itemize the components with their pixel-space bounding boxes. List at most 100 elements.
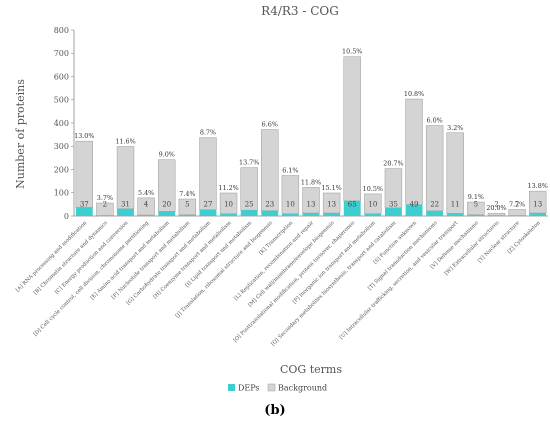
bar-deps bbox=[405, 204, 423, 216]
y-tick-label: 800 bbox=[54, 26, 69, 35]
legend-label-background: Background bbox=[278, 384, 327, 393]
x-axis-label: COG terms bbox=[280, 363, 342, 376]
bar-percent-label: 11.8% bbox=[301, 178, 321, 186]
bar-deps bbox=[158, 211, 176, 216]
bar-percent-label: 6.0% bbox=[427, 117, 443, 125]
bar-dep-count-label: 4 bbox=[144, 201, 149, 209]
cog-bar-chart: R4/R3 - COG Number of proteins 0 100 200 30… bbox=[14, 4, 548, 393]
bar-percent-label: 9.1% bbox=[468, 193, 484, 201]
bar-dep-count-label: 13 bbox=[327, 201, 336, 209]
category-tick-label: [C] Energy production and conversion bbox=[54, 220, 130, 296]
figure-caption: (b) bbox=[264, 403, 286, 418]
y-tick-label: 100 bbox=[54, 189, 69, 198]
bar-background bbox=[487, 212, 506, 216]
bar-deps bbox=[117, 208, 134, 216]
bar-dep-count-label: 49 bbox=[410, 201, 419, 209]
bar-percent-label: 11.2% bbox=[218, 184, 238, 192]
bar-deps bbox=[529, 212, 547, 216]
legend: DEPs Background bbox=[228, 384, 327, 393]
bar-percent-label: 13.0% bbox=[74, 132, 94, 140]
bar-dep-count-label: 25 bbox=[245, 201, 254, 209]
bar-percent-label: 13.7% bbox=[239, 159, 259, 167]
bar-background bbox=[405, 98, 423, 205]
bar-percent-label: 10.5% bbox=[342, 48, 362, 56]
bar-percent-label: 6.6% bbox=[262, 121, 278, 129]
bar-percent-label: 8.7% bbox=[200, 129, 216, 137]
bar-deps bbox=[302, 212, 320, 216]
bar-background bbox=[425, 125, 444, 212]
y-axis-label: Number of proteins bbox=[14, 79, 27, 189]
bar-deps bbox=[240, 210, 258, 216]
bar-background bbox=[116, 146, 135, 210]
bar-background bbox=[199, 137, 217, 210]
bar-deps bbox=[343, 200, 361, 216]
bar-deps bbox=[220, 213, 238, 216]
bar-deps bbox=[137, 215, 155, 216]
bar-dep-count-label: 13 bbox=[307, 201, 316, 209]
category-labels: [A] RNA processing and modification[B] C… bbox=[15, 220, 542, 348]
bar-percent-label: 20.7% bbox=[383, 160, 403, 168]
legend-swatch-deps bbox=[228, 384, 235, 391]
bar-dep-count-label: 27 bbox=[203, 201, 212, 209]
y-tick-label: 200 bbox=[54, 165, 69, 174]
bar-dep-count-label: 2 bbox=[494, 201, 498, 209]
bar-deps bbox=[384, 207, 402, 216]
bar-dep-count-label: 5 bbox=[185, 201, 189, 209]
bar-dep-count-label: 65 bbox=[348, 201, 357, 209]
bar-deps bbox=[426, 210, 444, 216]
bar-dep-count-label: 10 bbox=[224, 201, 233, 209]
bar-background bbox=[343, 56, 361, 202]
bar-percent-label: 15.1% bbox=[321, 184, 341, 192]
bar-background bbox=[261, 129, 279, 211]
bar-deps bbox=[446, 213, 464, 216]
bar-dep-count-label: 22 bbox=[430, 201, 439, 209]
chart-title: R4/R3 - COG bbox=[261, 4, 339, 18]
bar-dep-count-label: 35 bbox=[389, 201, 398, 209]
y-tick-label: 600 bbox=[54, 72, 69, 81]
bar-deps bbox=[323, 212, 341, 216]
bar-dep-count-label: 11 bbox=[451, 201, 460, 209]
bar-dep-count-label: 37 bbox=[80, 201, 89, 209]
bar-percent-label: 5.4% bbox=[138, 189, 154, 197]
bar-background bbox=[75, 140, 94, 208]
bar-deps bbox=[364, 213, 382, 216]
bar-deps bbox=[467, 214, 485, 216]
bar-percent-label: 10.8% bbox=[404, 90, 424, 98]
category-tick-label: [H] Coenzyme transport and metabolism bbox=[152, 220, 232, 300]
bar-dep-count-label: 10 bbox=[368, 201, 377, 209]
category-tick-label: [A] RNA processing and modification bbox=[15, 220, 89, 294]
bar-dep-count-label: 20 bbox=[162, 201, 171, 209]
bar-dep-count-label: 2 bbox=[103, 201, 107, 209]
bar-dep-count-label: 2 bbox=[515, 201, 519, 209]
y-axis-ticks: 0 100 200 300 400 500 600 700 800 bbox=[54, 26, 74, 221]
bar-deps bbox=[75, 207, 93, 216]
bar-percent-label: 11.6% bbox=[115, 137, 135, 145]
y-tick-label: 0 bbox=[64, 212, 69, 221]
bar-dep-count-label: 23 bbox=[265, 201, 274, 209]
bar-percent-label: 9.0% bbox=[159, 151, 175, 159]
y-tick-label: 400 bbox=[54, 119, 69, 128]
bar-percent-label: 20.0% bbox=[486, 204, 506, 212]
bar-deps bbox=[199, 209, 217, 216]
bar-deps bbox=[178, 214, 196, 216]
bar-percent-label: 7.7% bbox=[509, 200, 525, 208]
bar-deps bbox=[281, 213, 299, 216]
bar-dep-count-label: 13 bbox=[533, 201, 542, 209]
bar-dep-count-label: 5 bbox=[474, 201, 478, 209]
category-tick-label: [F] Nucleotide transport and metabolism bbox=[111, 220, 192, 301]
y-tick-label: 700 bbox=[54, 49, 69, 58]
legend-swatch-background bbox=[267, 383, 276, 392]
bar-dep-count-label: 31 bbox=[121, 201, 130, 209]
category-tick-label: [J] Translation, ribosomal structure and… bbox=[175, 220, 274, 319]
bar-deps bbox=[261, 210, 279, 216]
bar-background bbox=[508, 209, 526, 216]
y-tick-label: 500 bbox=[54, 96, 69, 105]
y-tick-label: 300 bbox=[54, 142, 69, 151]
bar-dep-count-label: 10 bbox=[286, 201, 295, 209]
legend-label-deps: DEPs bbox=[238, 384, 260, 393]
bar-percent-label: 6.1% bbox=[282, 167, 298, 175]
bars: 13.0%373.7%211.6%315.4%49.0%207.4%58.7%2… bbox=[74, 48, 548, 216]
bar-percent-label: 3.7% bbox=[97, 194, 113, 202]
category-tick-label: [B] Chromatin structure and dynamics bbox=[33, 220, 109, 296]
bar-percent-label: 10.5% bbox=[363, 185, 383, 193]
